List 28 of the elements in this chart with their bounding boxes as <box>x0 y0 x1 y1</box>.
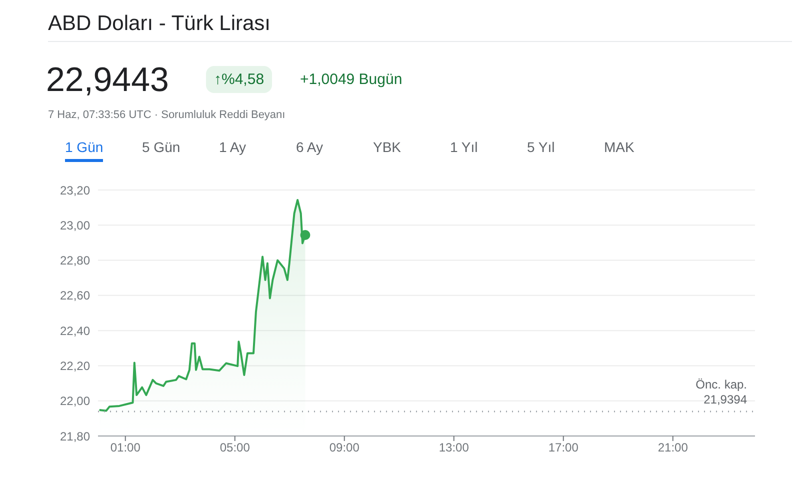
text: ↑%4,58 <box>206 66 272 93</box>
text: 5 Yıl <box>527 139 555 157</box>
x-tick-label: 17:00 <box>548 440 579 455</box>
text: 5 Gün <box>142 139 180 157</box>
ref-line-label: Önc. kap. 21,9394 <box>696 378 748 407</box>
y-tick-label: 23,20 <box>60 183 90 198</box>
text: MAK <box>604 139 634 157</box>
y-tick-label: 22,20 <box>60 358 90 373</box>
x-tick-label: 13:00 <box>438 440 470 455</box>
text: YBK <box>373 139 402 157</box>
y-tick-label: 22,40 <box>60 324 90 338</box>
text: 1 Ay <box>219 139 246 157</box>
y-tick-label: 22,80 <box>60 254 90 268</box>
text: 1 Yıl <box>450 139 478 157</box>
text: 7 Haz, 07:33:56 UTC · Sorumluluk Reddi Beyanı <box>48 109 286 121</box>
y-tick-label: 21,80 <box>60 429 90 444</box>
text: 22,9443 <box>46 61 169 100</box>
x-tick-label: 09:00 <box>329 440 360 455</box>
y-tick-label: 22,00 <box>60 394 90 408</box>
chart-title: ABD Doları - Türk Lirası <box>48 12 270 36</box>
x-tick-label: 21:00 <box>658 440 688 455</box>
y-tick-label: 23,00 <box>60 218 90 232</box>
text: 1 Gün <box>65 139 104 162</box>
x-tick-label: 01:00 <box>110 440 141 455</box>
text: +1,0049 Bugün <box>300 71 402 88</box>
x-tick-label: 05:00 <box>220 440 250 455</box>
text: 6 Ay <box>296 139 323 157</box>
y-tick-label: 22,60 <box>60 288 90 303</box>
